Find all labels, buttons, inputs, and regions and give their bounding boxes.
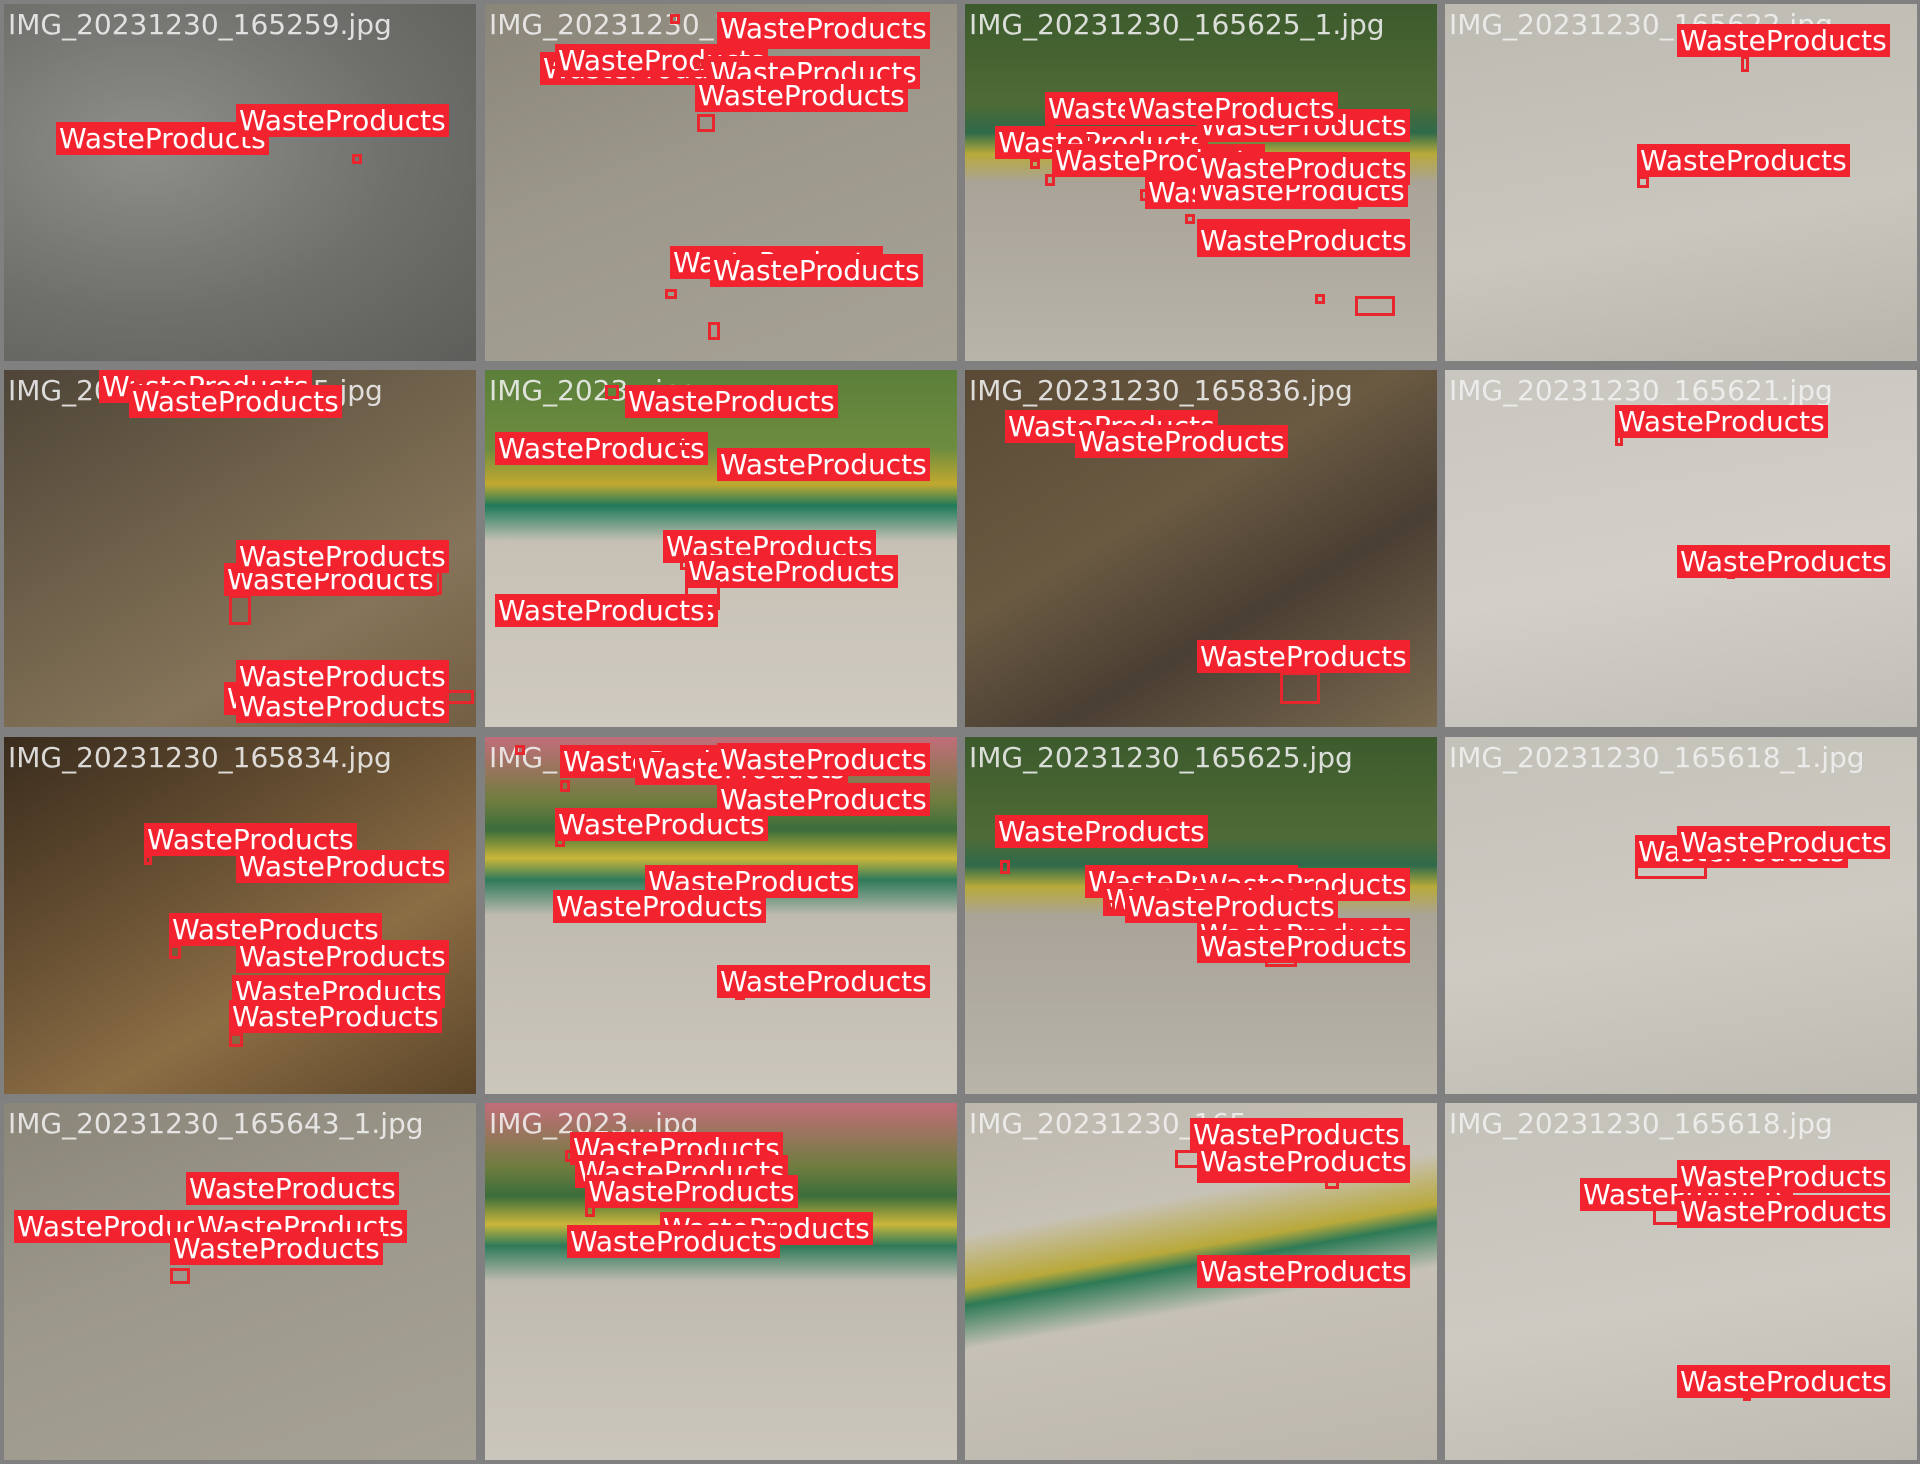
detection-label: WasteProducts <box>495 594 708 627</box>
detection-label: WasteProducts <box>1615 405 1828 438</box>
detection-box <box>1185 214 1195 224</box>
detection-label: WasteProducts <box>585 1175 798 1208</box>
detection-box <box>229 1033 243 1047</box>
detection-box <box>694 59 704 69</box>
detection-label: WasteProducts <box>236 850 449 883</box>
detection-label: WasteProducts <box>717 783 930 816</box>
tile-filename: IMG_20231230_165621.jpg <box>1449 374 1833 407</box>
detection-label: WasteProducts <box>236 540 449 573</box>
image-tile: IMG_20231230_165621.jpg WasteProducts Wast… <box>1445 370 1917 727</box>
detection-label: WasteProducts <box>1075 425 1288 458</box>
detection-label: WasteProducts <box>1197 224 1410 257</box>
detection-label: WasteProducts <box>236 660 449 693</box>
detection-box <box>665 289 677 299</box>
tile-filename: IMG_20231230_165259.jpg <box>8 8 392 41</box>
detection-label: WasteProducts <box>567 1225 780 1258</box>
image-tile: IMG_...jpg WasteProducts WasteProducts Wast… <box>485 737 957 1094</box>
detection-box <box>1280 672 1320 704</box>
detection-box <box>670 14 680 24</box>
detection-box <box>169 945 181 959</box>
detection-label: WasteProducts <box>717 965 930 998</box>
detection-label: WasteProducts <box>1677 1195 1890 1228</box>
detection-label: WasteProducts <box>1197 1145 1410 1178</box>
detection-box <box>1000 860 1010 874</box>
image-tile: IMG_20231230_165618.jpg WasteProducts Wast… <box>1445 1103 1917 1460</box>
detection-label: WasteProducts <box>717 448 930 481</box>
image-tile: IMG_20231230_165... WasteProducts WastePro… <box>965 1103 1437 1460</box>
image-tile: IMG_20231230_165618_1.jpgWasteProductsWa… <box>1445 737 1917 1094</box>
detection-box <box>144 855 152 865</box>
detection-box <box>444 690 474 704</box>
detection-label: WasteProducts <box>710 254 923 287</box>
image-tile: IMG_20231230_165...5.jpgWasteProductsWas… <box>4 370 476 727</box>
tile-filename: IMG_20231230_165643_1.jpg <box>8 1107 424 1140</box>
detection-label: WasteProducts <box>56 122 269 155</box>
detection-label: WasteProducts <box>685 555 898 588</box>
detection-box <box>708 322 720 340</box>
image-tile: IMG_20231230_165259.jpg WasteProducts Wast… <box>4 4 476 361</box>
detection-label: WasteProducts <box>229 1000 442 1033</box>
detection-box <box>352 154 362 164</box>
detection-label: WasteProducts <box>1125 890 1338 923</box>
image-tile: IMG_20231230_165625.jpg WasteProducts Wast… <box>965 737 1437 1094</box>
detection-label: WasteProducts <box>1677 1160 1890 1193</box>
detection-label: WasteProducts <box>1637 144 1850 177</box>
detection-label: WasteProducts <box>1677 545 1890 578</box>
detection-box <box>515 745 525 755</box>
image-tile: IMG_2023...jpg WasteProducts WasteProducts… <box>485 1103 957 1460</box>
tile-filename: IMG_20231230_165836.jpg <box>969 374 1353 407</box>
detection-label: WasteProducts <box>553 890 766 923</box>
detection-label: WasteProducts <box>236 104 449 137</box>
detection-label: WasteProducts <box>1197 152 1410 185</box>
detection-label: WasteProducts <box>717 743 930 776</box>
image-tile: IMG_2023...jpg WasteProducts WasteProducts… <box>485 370 957 727</box>
image-tile: IMG_20231230_165625_1.jpg WasteProducts Wa… <box>965 4 1437 361</box>
image-tile: IMG_20231230_165836.jpg WasteProducts Wast… <box>965 370 1437 727</box>
detection-label: WasteProducts <box>170 1232 383 1265</box>
detection-label: WasteProducts <box>495 432 708 465</box>
detection-label: WasteProducts <box>129 385 342 418</box>
detection-label: WasteProducts <box>1197 1255 1410 1288</box>
detection-label: WasteProducts <box>1677 24 1890 57</box>
detection-label: WasteProducts <box>1125 92 1338 125</box>
tile-filename: IMG_20231230_165618_1.jpg <box>1449 741 1865 774</box>
detection-label: WasteProducts <box>1677 1365 1890 1398</box>
detection-box <box>697 114 715 132</box>
image-tile: IMG_20231230_165643_1.jpg WasteProducts Wa… <box>4 1103 476 1460</box>
detection-label: WasteProducts <box>236 690 449 723</box>
detection-label: WasteProducts <box>1197 930 1410 963</box>
detection-label: WasteProducts <box>1197 640 1410 673</box>
detection-box <box>1105 900 1115 910</box>
image-tile: IMG_20231230_165834.jpg WasteProducts Wast… <box>4 737 476 1094</box>
detection-box <box>1085 134 1095 144</box>
detection-box <box>1741 56 1749 72</box>
tile-filename: IMG_20231230_165625_1.jpg <box>969 8 1385 41</box>
detection-label: WasteProducts <box>717 12 930 45</box>
image-tile: IMG_20231230_165622.jpg WasteProducts Wast… <box>1445 4 1917 361</box>
detection-box <box>1030 159 1040 169</box>
detection-box <box>675 440 685 450</box>
detection-box <box>1045 174 1055 186</box>
detection-label: WasteProducts <box>995 815 1208 848</box>
detection-label: WasteProducts <box>186 1172 399 1205</box>
detection-box <box>170 1268 190 1284</box>
detection-box <box>229 595 251 625</box>
image-tile: IMG_20231230_165... WasteProducts WastePro… <box>485 4 957 361</box>
detection-box <box>560 780 570 792</box>
detection-label: WasteProducts <box>236 940 449 973</box>
detection-box <box>1315 294 1325 304</box>
detection-label: WasteProducts <box>625 385 838 418</box>
detection-box <box>134 370 146 384</box>
tile-filename: IMG_20231230_165625.jpg <box>969 741 1353 774</box>
detection-label: WasteProducts <box>1677 826 1890 859</box>
detection-box <box>1355 296 1395 316</box>
tile-filename: IMG_20231230_165618.jpg <box>1449 1107 1833 1140</box>
detection-box <box>605 385 619 399</box>
detection-box <box>1637 176 1649 188</box>
tile-filename: IMG_20231230_165834.jpg <box>8 741 392 774</box>
detection-label: WasteProducts <box>695 79 908 112</box>
